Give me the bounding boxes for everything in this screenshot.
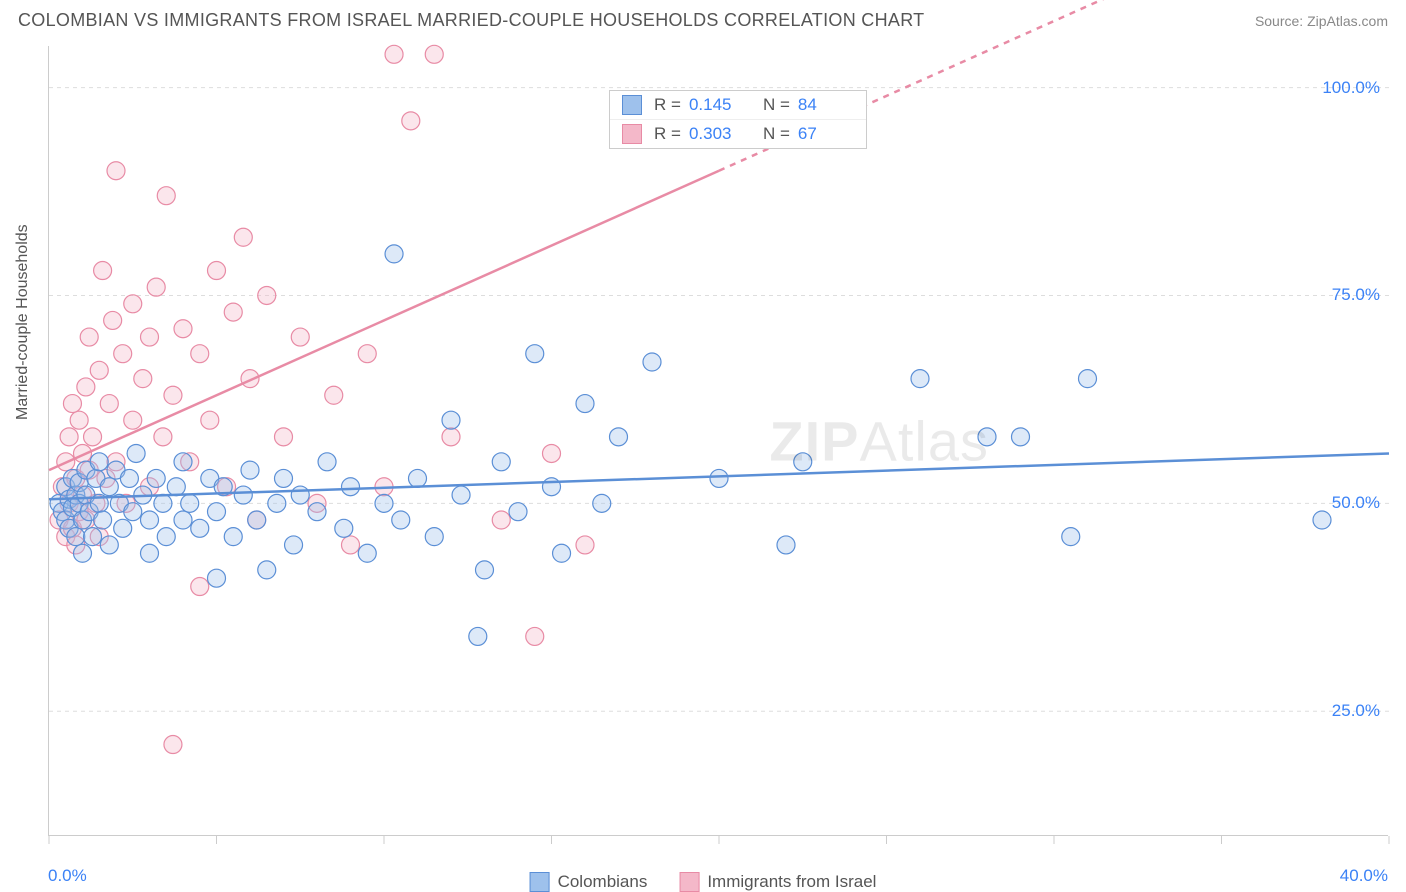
legend-swatch	[530, 872, 550, 892]
legend-n-value: 67	[798, 124, 854, 144]
y-tick-label: 50.0%	[1332, 493, 1380, 513]
legend-row-colombians: R = 0.145 N = 84	[610, 91, 866, 119]
source-attribution: Source: ZipAtlas.com	[1255, 13, 1388, 29]
chart-title: COLOMBIAN VS IMMIGRANTS FROM ISRAEL MARR…	[18, 10, 924, 31]
legend-swatch	[679, 872, 699, 892]
x-axis-max-label: 40.0%	[1340, 866, 1388, 886]
chart-header: COLOMBIAN VS IMMIGRANTS FROM ISRAEL MARR…	[0, 0, 1406, 35]
legend-n-value: 84	[798, 95, 854, 115]
legend-r-label: R =	[654, 95, 681, 115]
plot-svg	[49, 46, 1388, 835]
legend-n-label: N =	[763, 124, 790, 144]
legend-label: Colombians	[558, 872, 648, 892]
y-tick-label: 75.0%	[1332, 285, 1380, 305]
legend-r-value: 0.145	[689, 95, 745, 115]
y-tick-label: 100.0%	[1322, 78, 1380, 98]
correlation-legend: R = 0.145 N = 84 R = 0.303 N = 67	[609, 90, 867, 149]
x-axis-min-label: 0.0%	[48, 866, 87, 886]
legend-label: Immigrants from Israel	[707, 872, 876, 892]
y-axis-label: Married-couple Households	[14, 224, 32, 420]
legend-row-israel: R = 0.303 N = 67	[610, 119, 866, 148]
legend-item-colombians: Colombians	[530, 872, 648, 892]
legend-item-israel: Immigrants from Israel	[679, 872, 876, 892]
legend-r-label: R =	[654, 124, 681, 144]
legend-swatch	[622, 124, 642, 144]
series-legend: Colombians Immigrants from Israel	[530, 872, 877, 892]
scatter-chart: ZIPAtlas R =0.145N =84R =0.303N =67 25.0…	[48, 46, 1388, 836]
y-tick-label: 25.0%	[1332, 701, 1380, 721]
legend-n-label: N =	[763, 95, 790, 115]
legend-r-value: 0.303	[689, 124, 745, 144]
legend-swatch	[622, 95, 642, 115]
